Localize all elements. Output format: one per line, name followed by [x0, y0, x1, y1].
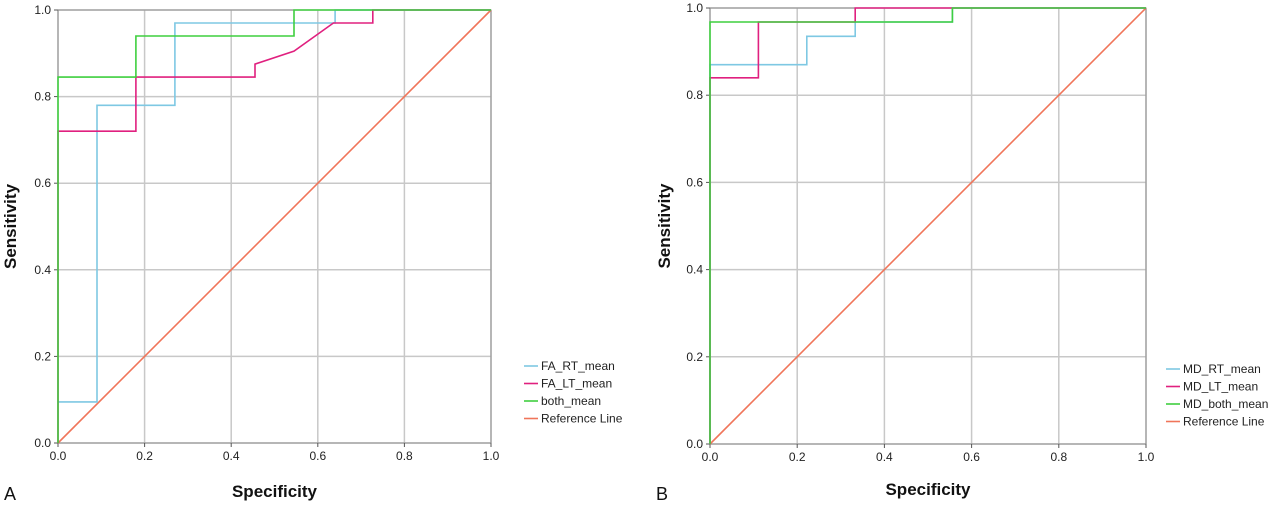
x-axis-title: Specificity — [232, 482, 318, 501]
panel-label: A — [4, 484, 16, 504]
y-axis-title: Sensitivity — [1, 183, 20, 269]
legend-label: MD_both_mean — [1183, 397, 1268, 411]
series-line-md-both-mean — [709, 7, 1146, 444]
chart-panel-a: 0.0 0.2 0.4 0.6 0.8 1.0 0.0 0.2 0.4 0.6 0.8 1.0 Spec… — [1, 3, 623, 504]
y-tick-label: 0.6 — [686, 175, 703, 189]
y-tick-label: 1.0 — [34, 3, 51, 17]
chart-panel-b: 0.0 0.2 0.4 0.6 0.8 1.0 0.0 0.2 0.4 0.6 0.8 1.0 Spec… — [655, 1, 1268, 504]
x-tick-label: 1.0 — [483, 449, 500, 463]
y-tick-label: 0.0 — [34, 436, 51, 450]
y-tick-label: 1.0 — [686, 1, 703, 15]
series-line-fa-lt-mean — [57, 9, 491, 443]
legend: MD_RT_mean MD_LT_mean MD_both_mean Referenc… — [1166, 362, 1268, 429]
legend-label: both_mean — [541, 394, 601, 408]
legend: FA_RT_mean FA_LT_mean both_mean Reference L… — [524, 359, 623, 426]
y-tick-label: 0.2 — [686, 350, 703, 364]
x-tick-label: 1.0 — [1138, 450, 1155, 464]
series-line-fa-rt-mean — [58, 9, 491, 403]
legend-label: Reference Line — [1183, 415, 1265, 429]
x-tick-label: 0.8 — [396, 449, 413, 463]
y-tick-label: 0.0 — [686, 437, 703, 451]
y-axis-title: Sensitivity — [655, 183, 674, 269]
legend-label: MD_LT_mean — [1183, 380, 1258, 394]
series-line-reference-line — [709, 7, 1147, 445]
series-line-both-mean — [57, 9, 491, 443]
y-tick-label: 0.2 — [34, 349, 51, 363]
x-tick-label: 0.8 — [1050, 450, 1067, 464]
x-axis-title: Specificity — [885, 480, 971, 499]
y-tick-label: 0.8 — [686, 88, 703, 102]
legend-label: FA_RT_mean — [541, 359, 615, 373]
y-tick-label: 0.8 — [34, 90, 51, 104]
legend-label: MD_RT_mean — [1183, 362, 1261, 376]
series-line-reference-line — [57, 9, 492, 444]
legend-label: Reference Line — [541, 412, 623, 426]
x-tick-label: 0.4 — [223, 449, 240, 463]
x-tick-label: 0.4 — [876, 450, 893, 464]
legend-label: FA_LT_mean — [541, 377, 612, 391]
y-tick-label: 0.4 — [686, 263, 703, 277]
y-tick-label: 0.6 — [34, 176, 51, 190]
x-tick-label: 0.0 — [702, 450, 719, 464]
x-tick-label: 0.2 — [789, 450, 806, 464]
x-tick-label: 0.6 — [963, 450, 980, 464]
y-tick-label: 0.4 — [34, 263, 51, 277]
x-tick-label: 0.2 — [136, 449, 153, 463]
x-tick-label: 0.0 — [50, 449, 67, 463]
x-tick-label: 0.6 — [309, 449, 326, 463]
panel-label: B — [656, 484, 668, 504]
